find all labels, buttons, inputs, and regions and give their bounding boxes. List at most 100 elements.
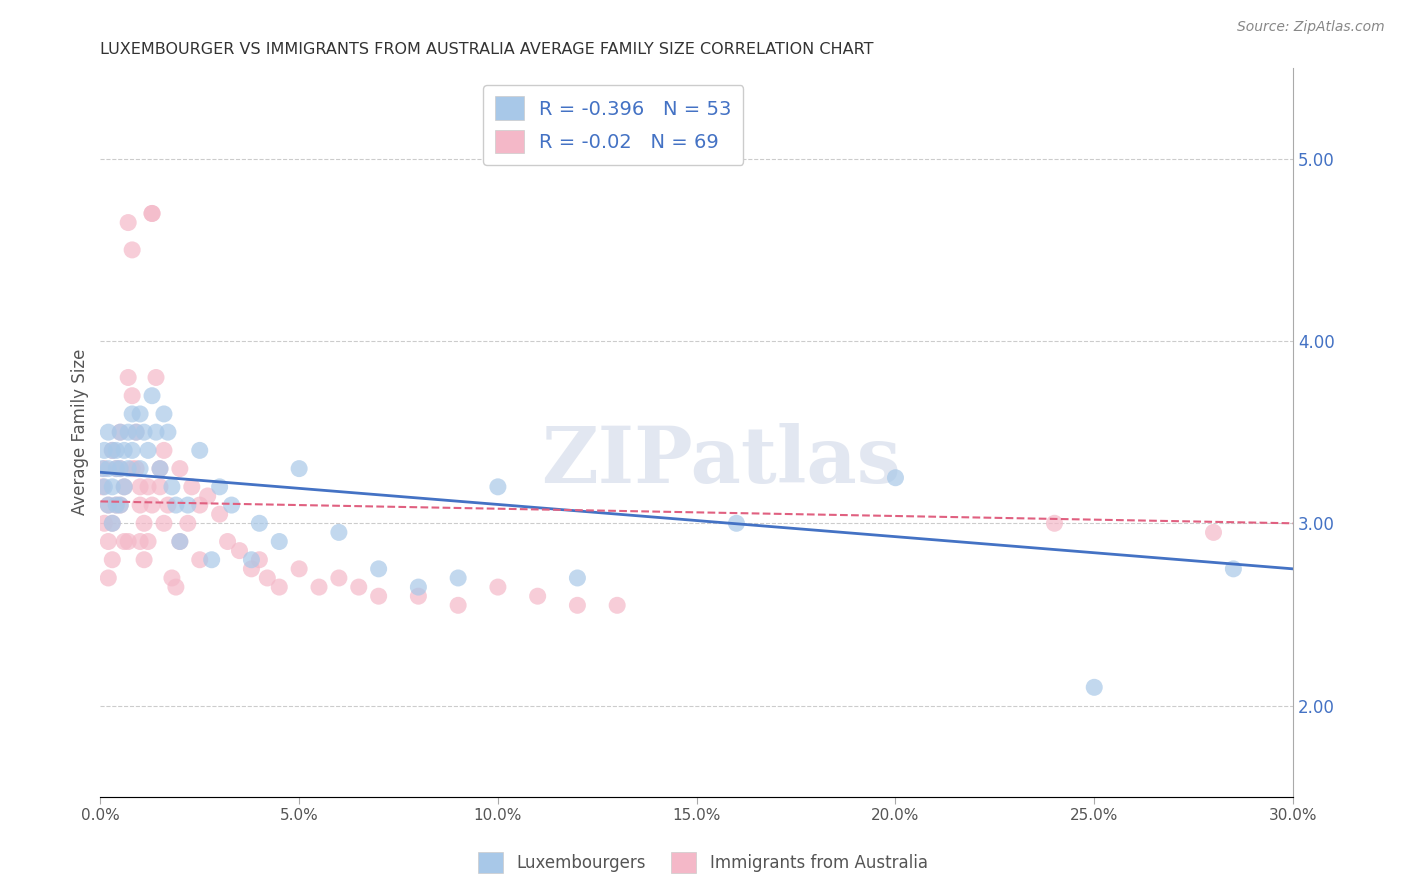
Point bbox=[93, 480, 115, 494]
Point bbox=[110, 425, 132, 439]
Point bbox=[121, 389, 143, 403]
Point bbox=[447, 599, 470, 613]
Point bbox=[101, 516, 124, 531]
Point bbox=[269, 580, 291, 594]
Point bbox=[188, 443, 211, 458]
Point bbox=[129, 534, 152, 549]
Point bbox=[121, 443, 143, 458]
Point bbox=[1083, 681, 1105, 695]
Point bbox=[117, 216, 139, 230]
Point bbox=[110, 498, 132, 512]
Point bbox=[177, 498, 200, 512]
Point bbox=[101, 553, 124, 567]
Text: ZIPatlas: ZIPatlas bbox=[541, 424, 900, 500]
Point bbox=[567, 599, 589, 613]
Point bbox=[165, 498, 187, 512]
Point bbox=[221, 498, 243, 512]
Point bbox=[132, 516, 155, 531]
Point bbox=[136, 480, 159, 494]
Point bbox=[308, 580, 330, 594]
Point bbox=[141, 206, 163, 220]
Point bbox=[526, 589, 548, 603]
Point bbox=[117, 425, 139, 439]
Point bbox=[367, 589, 389, 603]
Point bbox=[169, 534, 191, 549]
Point bbox=[129, 480, 152, 494]
Point bbox=[1222, 562, 1244, 576]
Point bbox=[486, 580, 509, 594]
Point bbox=[101, 443, 124, 458]
Point bbox=[328, 571, 350, 585]
Point bbox=[112, 480, 135, 494]
Point bbox=[567, 571, 589, 585]
Point bbox=[125, 425, 148, 439]
Point bbox=[347, 580, 370, 594]
Point bbox=[240, 553, 263, 567]
Point bbox=[93, 461, 115, 475]
Point bbox=[93, 516, 115, 531]
Point bbox=[112, 534, 135, 549]
Point bbox=[328, 525, 350, 540]
Point bbox=[121, 243, 143, 257]
Legend: Luxembourgers, Immigrants from Australia: Luxembourgers, Immigrants from Australia bbox=[472, 846, 934, 880]
Point bbox=[121, 407, 143, 421]
Point bbox=[208, 480, 231, 494]
Point bbox=[1202, 525, 1225, 540]
Point bbox=[256, 571, 278, 585]
Point bbox=[97, 425, 120, 439]
Point bbox=[208, 507, 231, 521]
Point bbox=[97, 498, 120, 512]
Point bbox=[141, 389, 163, 403]
Point bbox=[228, 543, 250, 558]
Point bbox=[112, 480, 135, 494]
Point bbox=[153, 407, 176, 421]
Point bbox=[132, 425, 155, 439]
Point bbox=[149, 461, 172, 475]
Point bbox=[121, 461, 143, 475]
Point bbox=[160, 480, 183, 494]
Point bbox=[97, 461, 120, 475]
Point bbox=[408, 580, 430, 594]
Point bbox=[110, 461, 132, 475]
Point bbox=[367, 562, 389, 576]
Point bbox=[105, 461, 128, 475]
Point bbox=[105, 498, 128, 512]
Point bbox=[129, 407, 152, 421]
Point bbox=[145, 425, 167, 439]
Point bbox=[153, 443, 176, 458]
Point bbox=[93, 443, 115, 458]
Point bbox=[156, 498, 179, 512]
Point bbox=[105, 498, 128, 512]
Point bbox=[1043, 516, 1066, 531]
Point bbox=[188, 498, 211, 512]
Point bbox=[288, 562, 311, 576]
Point bbox=[188, 553, 211, 567]
Point bbox=[125, 425, 148, 439]
Point bbox=[136, 443, 159, 458]
Point bbox=[725, 516, 748, 531]
Point bbox=[156, 425, 179, 439]
Point bbox=[153, 516, 176, 531]
Point bbox=[247, 516, 270, 531]
Text: LUXEMBOURGER VS IMMIGRANTS FROM AUSTRALIA AVERAGE FAMILY SIZE CORRELATION CHART: LUXEMBOURGER VS IMMIGRANTS FROM AUSTRALI… bbox=[100, 42, 875, 57]
Point bbox=[180, 480, 202, 494]
Point bbox=[97, 498, 120, 512]
Point bbox=[112, 443, 135, 458]
Point bbox=[240, 562, 263, 576]
Point bbox=[269, 534, 291, 549]
Point bbox=[110, 461, 132, 475]
Point bbox=[101, 480, 124, 494]
Point bbox=[91, 480, 114, 494]
Point bbox=[149, 461, 172, 475]
Point bbox=[165, 580, 187, 594]
Point bbox=[129, 461, 152, 475]
Point bbox=[117, 534, 139, 549]
Point bbox=[149, 480, 172, 494]
Point bbox=[129, 498, 152, 512]
Point bbox=[125, 461, 148, 475]
Point bbox=[105, 461, 128, 475]
Point bbox=[288, 461, 311, 475]
Point bbox=[110, 498, 132, 512]
Point bbox=[117, 370, 139, 384]
Point bbox=[145, 370, 167, 384]
